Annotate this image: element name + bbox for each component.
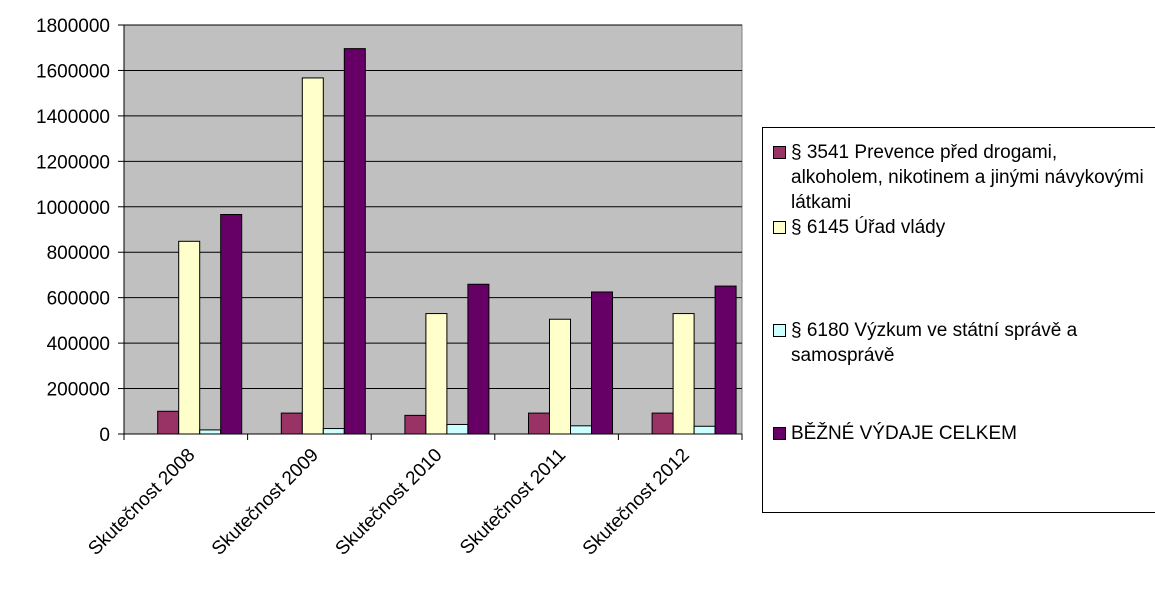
legend-label-6180: § 6180 Výzkum ve státní správě a samospr… bbox=[791, 320, 1078, 366]
x-category-label: Skutečnost 2008 bbox=[84, 445, 199, 560]
bar bbox=[591, 291, 613, 435]
legend-label-total: BĚŽNÉ VÝDAJE CELKEM bbox=[791, 423, 1017, 444]
bar bbox=[199, 429, 222, 435]
y-tick-label: 1600000 bbox=[36, 61, 110, 82]
legend-entry-3541: § 3541 Prevence před drogami, alkoholem,… bbox=[773, 140, 1153, 215]
legend-swatch-total bbox=[773, 427, 786, 440]
bar bbox=[672, 313, 695, 435]
y-tick-label: 400000 bbox=[47, 334, 110, 355]
y-tick-label: 1800000 bbox=[36, 16, 110, 37]
legend-entry-total: BĚŽNÉ VÝDAJE CELKEM bbox=[773, 421, 1153, 446]
axes bbox=[118, 24, 743, 440]
bars bbox=[157, 48, 737, 435]
bar bbox=[528, 412, 550, 435]
y-tick-label: 1000000 bbox=[36, 198, 110, 219]
bar bbox=[301, 77, 324, 435]
bar bbox=[714, 285, 737, 435]
y-tick-label: 200000 bbox=[47, 380, 110, 401]
legend-swatch-6180 bbox=[773, 324, 786, 337]
x-category-label: Skutečnost 2011 bbox=[456, 445, 570, 559]
bar bbox=[280, 412, 303, 435]
y-tick-label: 800000 bbox=[47, 243, 110, 264]
x-category-label: Skutečnost 2012 bbox=[579, 445, 694, 560]
y-axis-tick-labels: 0 200000 400000 600000 800000 1000000 1200000 1… bbox=[36, 16, 110, 446]
legend-entry-6180: § 6180 Výzkum ve státní správě a samospr… bbox=[773, 318, 1153, 368]
legend-swatch-6145 bbox=[773, 221, 786, 234]
y-tick-label: 600000 bbox=[47, 289, 110, 310]
bar bbox=[446, 423, 469, 435]
bar bbox=[220, 214, 243, 435]
y-tick-label: 0 bbox=[99, 425, 110, 446]
bar bbox=[467, 283, 490, 435]
legend-label-3541: § 3541 Prevence před drogami, alkoholem,… bbox=[791, 142, 1144, 213]
bar bbox=[425, 313, 448, 435]
y-tick-label: 1200000 bbox=[36, 152, 110, 173]
legend-label-6145: § 6145 Úřad vlády bbox=[791, 217, 946, 238]
x-category-label: Skutečnost 2009 bbox=[208, 445, 323, 560]
bar bbox=[157, 410, 180, 435]
bar bbox=[570, 425, 592, 435]
legend: § 3541 Prevence před drogami, alkoholem,… bbox=[762, 127, 1155, 513]
y-tick-label: 1400000 bbox=[36, 107, 110, 128]
bar bbox=[549, 318, 571, 435]
bar bbox=[343, 48, 366, 435]
x-category-label: Skutečnost 2010 bbox=[332, 445, 447, 560]
bar bbox=[693, 425, 716, 435]
legend-swatch-3541 bbox=[773, 146, 786, 159]
legend-entry-6145: § 6145 Úřad vlády bbox=[773, 215, 1153, 240]
bar bbox=[322, 428, 345, 435]
bar bbox=[178, 240, 201, 435]
bar bbox=[651, 412, 674, 435]
x-axis-category-labels: Skutečnost 2008 Skutečnost 2009 Skutečnost… bbox=[84, 445, 693, 560]
bar bbox=[404, 414, 427, 435]
